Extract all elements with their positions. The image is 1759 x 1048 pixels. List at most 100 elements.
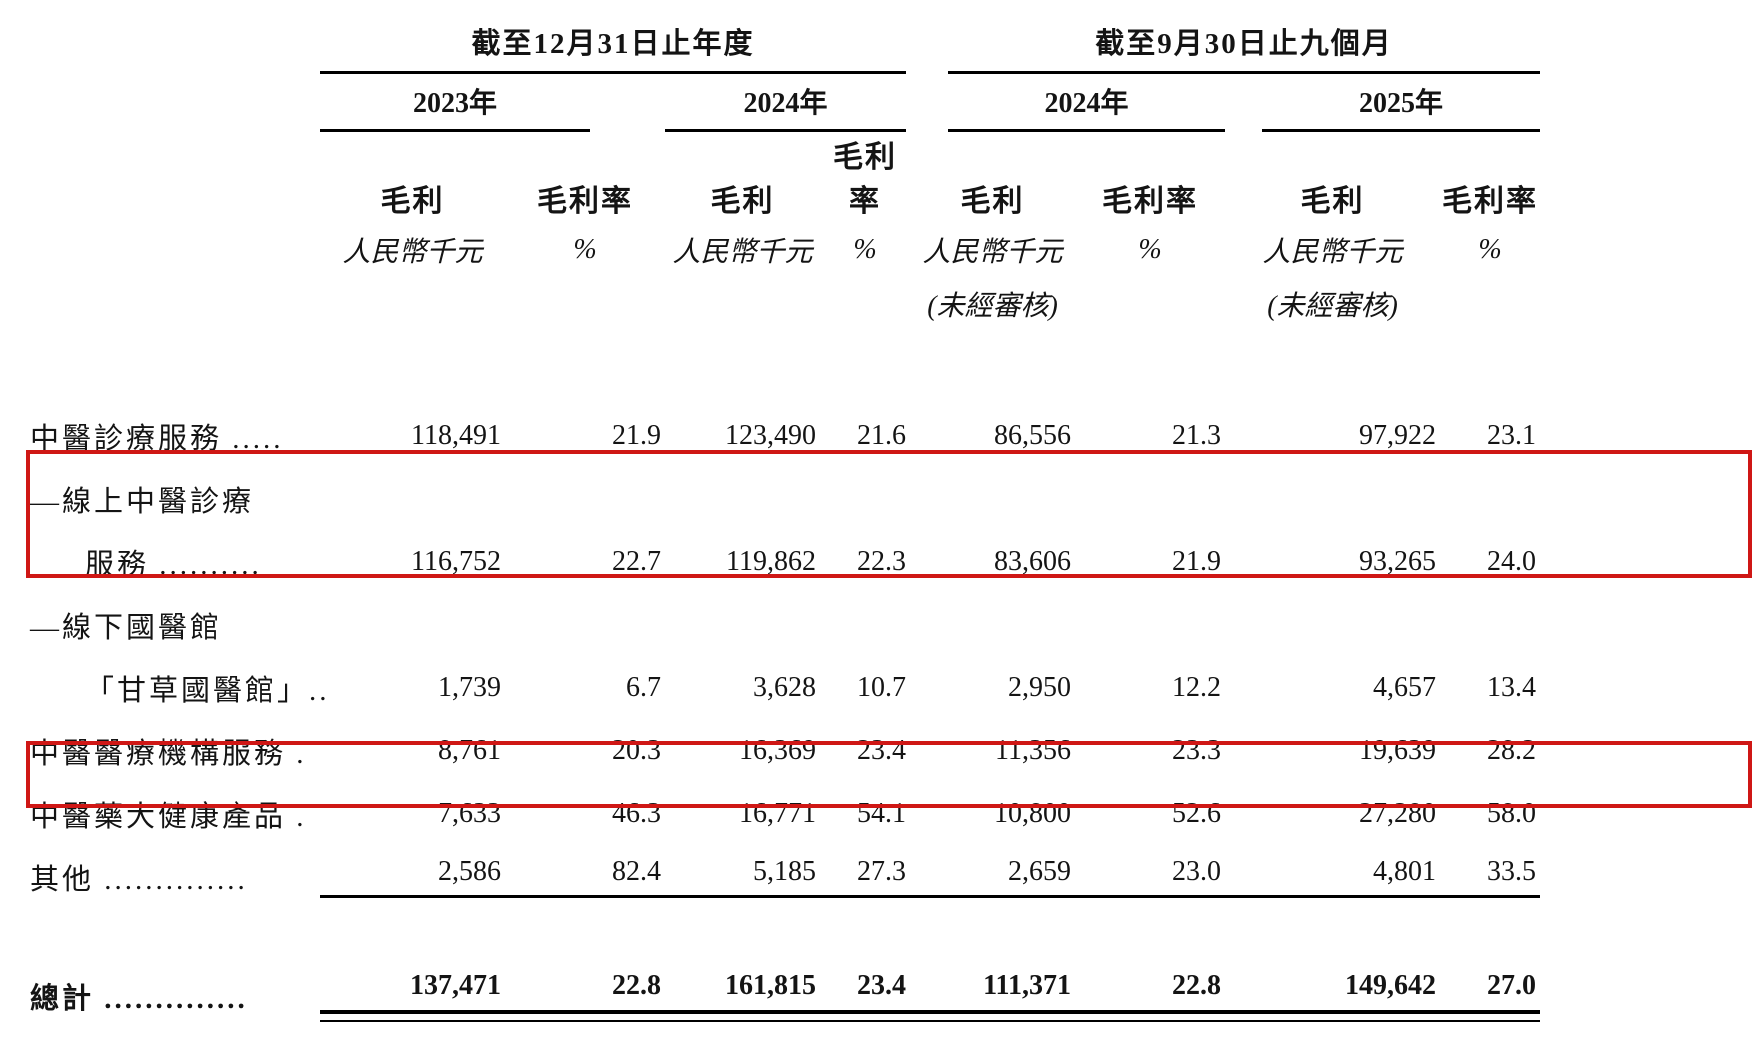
cell-value: 21.6 <box>857 419 907 451</box>
row-label: 總計 .............. <box>30 983 248 1015</box>
table-row: 「甘草國醫館」.. 1,739 6.7 3,628 10.7 2,950 12.2 4,657… <box>30 656 1540 719</box>
cell-value: 46.3 <box>612 797 661 829</box>
cell-value: 33.5 <box>1440 845 1541 908</box>
total-row: 總計 .............. 137,471 22.8 161,815 23.4 1… <box>30 958 1541 1034</box>
cell-value: 23.3 <box>1172 734 1222 766</box>
unit-rmb-thousand: 人民幣千元 <box>672 237 813 268</box>
cell-value: 111,371 <box>910 958 1076 1034</box>
cell-value: 27,280 <box>1359 797 1437 829</box>
cell-value: 10,800 <box>994 797 1072 829</box>
single-rule <box>1075 894 1226 898</box>
highlight-box-online-tcm-services <box>26 450 1752 578</box>
cell-value: 2,659 <box>910 845 1076 908</box>
cell-value <box>665 593 820 656</box>
cell-value: 28.2 <box>1487 734 1537 766</box>
double-rule <box>1225 1010 1441 1022</box>
col-header-gross-margin: 毛利率 <box>1102 185 1199 218</box>
unit-percent: % <box>1138 234 1162 265</box>
cell-value <box>1225 593 1440 656</box>
table-row: 中醫診療服務 ..... 118,491 21.9 123,490 21.6 86,556… <box>30 404 1540 467</box>
cell-value: 118,491 <box>411 419 501 451</box>
unaudited-header-row: (未經審核) (未經審核) <box>30 276 1540 331</box>
cell-value: 119,862 <box>726 545 816 577</box>
cell-value: 54.1 <box>857 797 907 829</box>
cell-value: 20.3 <box>612 734 661 766</box>
row-label: 中醫診療服務 ..... <box>30 422 284 455</box>
cell-value: 7,633 <box>438 797 501 829</box>
single-rule <box>505 894 665 898</box>
cell-value: 16,771 <box>739 797 816 829</box>
double-rule <box>665 1010 820 1022</box>
cell-value: 86,556 <box>994 419 1072 451</box>
col-header-gross-profit: 毛利 <box>960 185 1025 218</box>
row-label: 「甘草國醫館」.. <box>85 674 330 707</box>
single-rule <box>820 894 911 898</box>
table-row: 其他 .............. 2,586 82.4 5,185 27.3 2,659… <box>30 845 1541 908</box>
cell-value: 6.7 <box>626 671 661 703</box>
cell-value <box>505 593 665 656</box>
unit-percent: % <box>1478 234 1502 265</box>
cell-value: 23.0 <box>1075 845 1226 908</box>
cell-value: 149,642 <box>1225 958 1441 1034</box>
unaudited-note: (未經審核) <box>927 290 1058 322</box>
cell-value: 1,739 <box>438 671 501 703</box>
cell-value: 10.7 <box>857 671 907 703</box>
group-header-annual: 截至12月31日止年度 <box>320 20 907 74</box>
cell-value: 16,369 <box>739 734 816 766</box>
year-header-2023: 2023年 <box>320 81 590 132</box>
spacer-row <box>30 908 1540 958</box>
gross-profit-table: 截至12月31日止年度 截至9月30日止九個月 2023年 2024年 2024… <box>30 20 1541 1034</box>
row-label: 其他 .............. <box>30 863 248 896</box>
cell-value: 23.1 <box>1487 419 1537 451</box>
single-rule <box>665 894 820 898</box>
group-header-nine-months: 截至9月30日止九個月 <box>948 20 1541 74</box>
empty-corner <box>30 20 320 74</box>
cell-value <box>1440 593 1540 656</box>
cell-value: 4,801 <box>1225 845 1441 908</box>
col-header-gross-margin: 毛利率 <box>537 185 633 218</box>
cell-value: 22.3 <box>857 545 907 577</box>
double-rule <box>1440 1010 1541 1022</box>
single-rule <box>910 894 1076 898</box>
cell-value: 23.4 <box>857 734 907 766</box>
unit-percent: % <box>573 234 597 265</box>
cell-value: 22.7 <box>612 545 661 577</box>
double-rule <box>820 1010 911 1022</box>
cell-value: 23.4 <box>820 958 911 1034</box>
year-header-2024-9m: 2024年 <box>948 81 1226 132</box>
cell-value <box>910 593 1075 656</box>
cell-value: 3,628 <box>753 671 816 703</box>
highlight-box-tcm-health-products <box>26 741 1752 808</box>
spacer-row <box>30 331 1540 404</box>
unit-rmb-thousand: 人民幣千元 <box>922 237 1063 268</box>
cell-value: 21.9 <box>612 419 661 451</box>
double-rule <box>505 1010 665 1022</box>
cell-value: 27.0 <box>1440 958 1541 1034</box>
cell-value: 52.6 <box>1172 797 1222 829</box>
year-header-2024: 2024年 <box>665 81 907 132</box>
table-body: 中醫診療服務 ..... 118,491 21.9 123,490 21.6 86,556… <box>30 331 1541 1034</box>
col-header-gross-profit: 毛利 <box>1300 185 1365 218</box>
double-rule <box>1075 1010 1226 1022</box>
cell-value <box>820 593 910 656</box>
cell-value: 8,761 <box>438 734 501 766</box>
unit-rmb-thousand: 人民幣千元 <box>1262 237 1403 268</box>
col-header-gross-profit: 毛利 <box>710 185 775 218</box>
cell-value: 2,950 <box>1008 671 1072 703</box>
double-rule <box>320 1010 505 1022</box>
metric-header-row: 毛利 毛利率 毛利 毛利率 毛利 毛利率 毛利 毛利率 <box>30 132 1540 224</box>
year-header-2025-9m: 2025年 <box>1262 81 1541 132</box>
cell-value: 82.4 <box>505 845 665 908</box>
unit-rmb-thousand: 人民幣千元 <box>342 237 483 268</box>
single-rule <box>1225 894 1441 898</box>
single-rule <box>320 894 505 898</box>
cell-value: 83,606 <box>994 545 1072 577</box>
unit-percent: % <box>853 234 877 265</box>
cell-value: 2,586 <box>320 845 505 908</box>
cell-value: 27.3 <box>820 845 911 908</box>
cell-value: 58.0 <box>1487 797 1537 829</box>
cell-value <box>320 593 505 656</box>
unaudited-note: (未經審核) <box>1267 290 1398 322</box>
cell-value: 5,185 <box>665 845 820 908</box>
